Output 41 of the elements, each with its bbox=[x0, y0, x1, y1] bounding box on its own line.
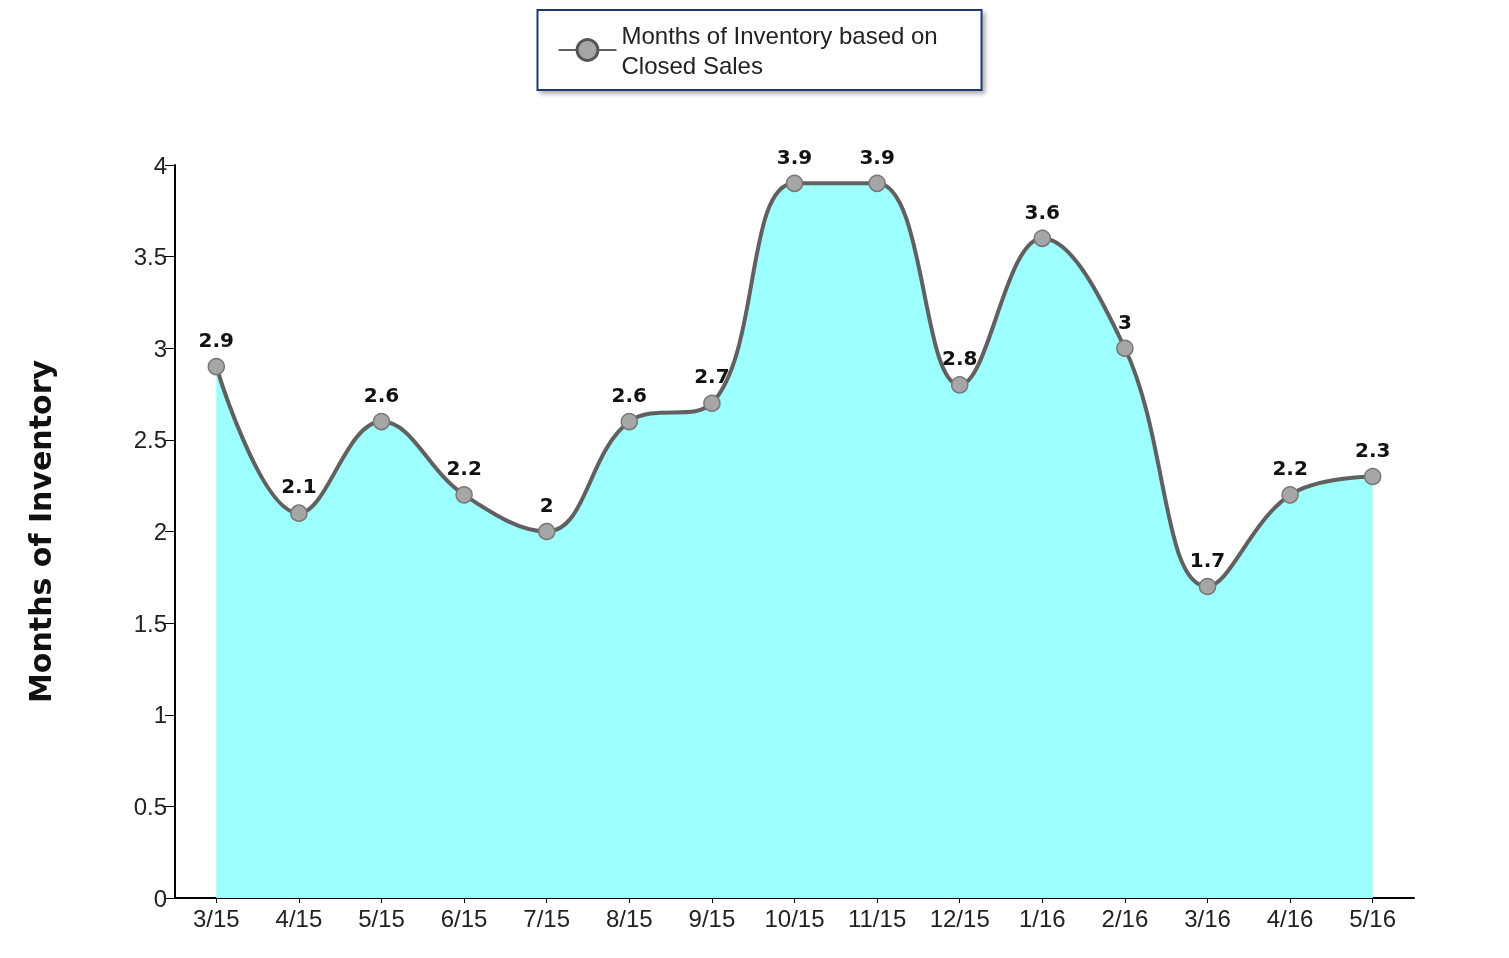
data-label: 2.9 bbox=[198, 327, 235, 352]
x-tick-label: 4/16 bbox=[1266, 904, 1314, 932]
y-tick-label: 0.5 bbox=[133, 792, 167, 820]
data-label: 3.9 bbox=[859, 144, 895, 169]
y-tick-label: 2.5 bbox=[133, 426, 167, 454]
x-tick-label: 10/15 bbox=[764, 904, 825, 932]
data-label: 2 bbox=[539, 492, 554, 517]
y-tick-label: 3 bbox=[153, 334, 167, 362]
data-label: 3 bbox=[1117, 309, 1132, 334]
x-tick-label: 3/16 bbox=[1184, 904, 1231, 932]
y-tick-label: 1.5 bbox=[133, 609, 167, 637]
data-label: 1.7 bbox=[1189, 547, 1226, 572]
x-tick-label: 11/15 bbox=[847, 904, 907, 932]
y-axis-title: Months of Inventory bbox=[22, 359, 58, 704]
x-tick-label: 5/16 bbox=[1349, 904, 1397, 932]
x-tick-label: 8/15 bbox=[605, 904, 653, 932]
y-tick-label: 3.5 bbox=[133, 243, 167, 271]
x-tick-label: 6/15 bbox=[440, 904, 488, 932]
data-label: 2.6 bbox=[611, 382, 648, 407]
data-label: 2.7 bbox=[694, 364, 730, 389]
data-label: 2.2 bbox=[1272, 456, 1308, 481]
legend-label: Months of Inventory based on Closed Sales bbox=[621, 21, 945, 79]
data-label: 3.6 bbox=[1024, 199, 1061, 224]
data-label: 2.3 bbox=[1354, 437, 1391, 462]
x-tick-label: 5/15 bbox=[358, 904, 405, 932]
data-label: 2.6 bbox=[363, 382, 400, 407]
y-tick-label: 0 bbox=[153, 884, 167, 912]
y-tick-label: 2 bbox=[153, 518, 167, 545]
x-tick-label: 1/16 bbox=[1018, 904, 1066, 932]
x-tick-label: 3/15 bbox=[192, 904, 240, 932]
data-label: 3.9 bbox=[776, 144, 813, 169]
x-tick-label: 9/15 bbox=[688, 904, 736, 932]
data-label: 2.2 bbox=[446, 456, 482, 481]
x-tick-label: 12/15 bbox=[929, 904, 990, 932]
data-label: 2.1 bbox=[281, 474, 317, 499]
x-tick-label: 7/15 bbox=[523, 904, 571, 932]
y-tick-label: 1 bbox=[153, 701, 167, 729]
y-tick-label: 4 bbox=[153, 151, 167, 179]
x-tick-label: 4/15 bbox=[275, 904, 323, 932]
data-label: 2.8 bbox=[941, 346, 978, 371]
x-tick-label: 2/16 bbox=[1101, 904, 1149, 932]
